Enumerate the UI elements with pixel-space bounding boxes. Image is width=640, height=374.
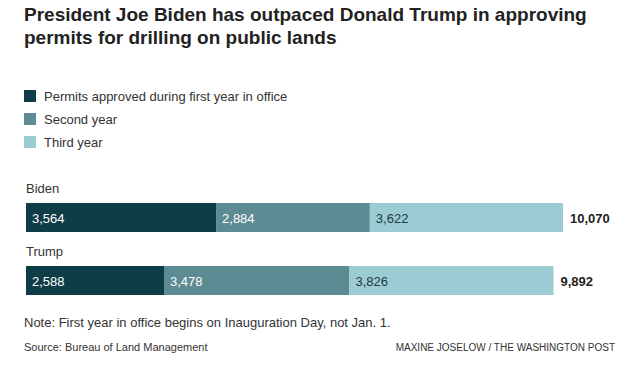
bar-segment xyxy=(216,203,370,232)
bar-segment xyxy=(349,266,553,295)
data-label: 3,564 xyxy=(32,211,65,226)
bar-segment xyxy=(370,203,563,232)
title: President Joe Biden has outpaced Donald … xyxy=(24,3,609,49)
data-label: 3,478 xyxy=(170,274,203,289)
data-label: 2,588 xyxy=(32,274,65,289)
data-label: 3,826 xyxy=(355,274,388,289)
category-label: Trump xyxy=(26,244,63,259)
credit: MAXINE JOSELOW / THE WASHINGTON POST xyxy=(396,342,615,353)
legend-label: Permits approved during first year in of… xyxy=(44,89,287,104)
labels: Biden 3,564 2,884 3,622 10,070 Trump 2,588 3,47… xyxy=(26,181,610,289)
legend-swatch xyxy=(24,90,36,102)
legend-swatch xyxy=(24,136,36,148)
source: Source: Bureau of Land Management xyxy=(24,341,207,353)
bar-segment xyxy=(164,266,349,295)
bars xyxy=(26,203,563,295)
data-label: 3,622 xyxy=(376,211,409,226)
total-label: 10,070 xyxy=(570,211,610,226)
note: Note: First year in office begins on Ina… xyxy=(24,315,391,330)
chart: Permits approved during first year in of… xyxy=(0,0,640,374)
total-label: 9,892 xyxy=(561,274,594,289)
category-label: Biden xyxy=(26,181,59,196)
bar-segment xyxy=(26,266,164,295)
legend-swatch xyxy=(24,113,36,125)
bar-segment xyxy=(26,203,216,232)
data-label: 2,884 xyxy=(222,211,255,226)
legend-label: Second year xyxy=(44,112,118,127)
legend-label: Third year xyxy=(44,135,103,150)
